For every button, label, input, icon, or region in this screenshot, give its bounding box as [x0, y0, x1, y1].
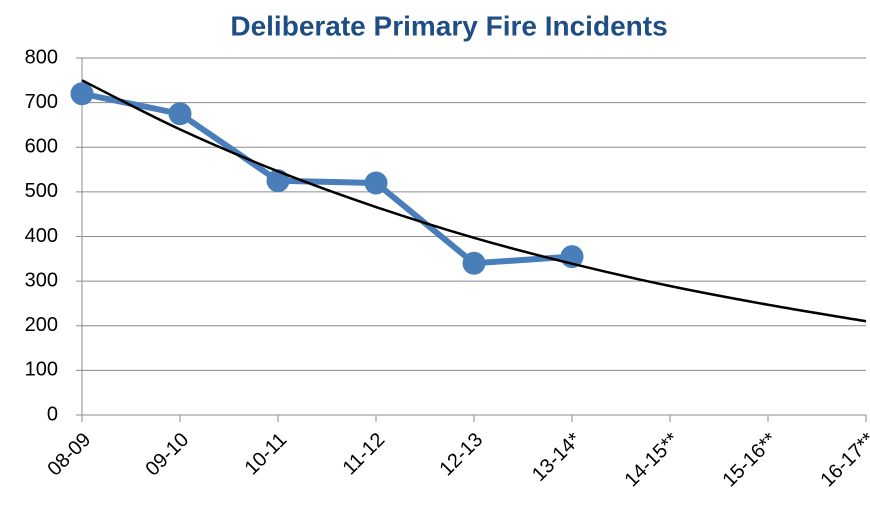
y-tick-label: 800	[25, 46, 58, 68]
y-tick-label: 300	[25, 269, 58, 291]
x-tick-label: 08-09	[44, 429, 96, 481]
point	[168, 102, 192, 126]
y-tick-label: 100	[25, 359, 58, 381]
y-tick-label: 600	[25, 136, 58, 158]
series-line	[81, 90, 573, 267]
x-tick-label: 12-13	[436, 429, 488, 481]
y-tick-label: 0	[47, 403, 58, 425]
point	[70, 82, 94, 106]
y-tick-label: 700	[25, 91, 58, 113]
x-tick-label: 14-15**	[621, 429, 684, 492]
point	[462, 251, 486, 275]
x-tick-label: 13-14*	[528, 429, 585, 486]
y-tick-label: 500	[25, 180, 58, 202]
point	[364, 171, 388, 195]
x-tick-label: 16-17**	[817, 429, 870, 492]
chart-title: Deliberate Primary Fire Incidents	[230, 10, 667, 41]
x-tick-label: 09-10	[142, 429, 194, 481]
trend-line	[81, 79, 867, 323]
y-tick-label: 400	[25, 225, 58, 247]
x-tick-label: 10-11	[241, 429, 292, 480]
y-tick-label: 200	[25, 314, 58, 336]
point	[266, 169, 290, 193]
x-tick-label: 15-16**	[719, 429, 782, 492]
x-tick-label: 11-12	[339, 429, 390, 480]
